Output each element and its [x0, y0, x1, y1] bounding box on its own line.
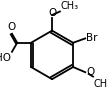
Text: Br: Br	[86, 33, 98, 43]
Text: O: O	[48, 8, 56, 18]
Text: HO: HO	[0, 53, 11, 63]
Text: CH₃: CH₃	[61, 1, 79, 11]
Text: CH₃: CH₃	[94, 79, 107, 89]
Text: O: O	[86, 67, 94, 77]
Text: O: O	[7, 22, 16, 32]
